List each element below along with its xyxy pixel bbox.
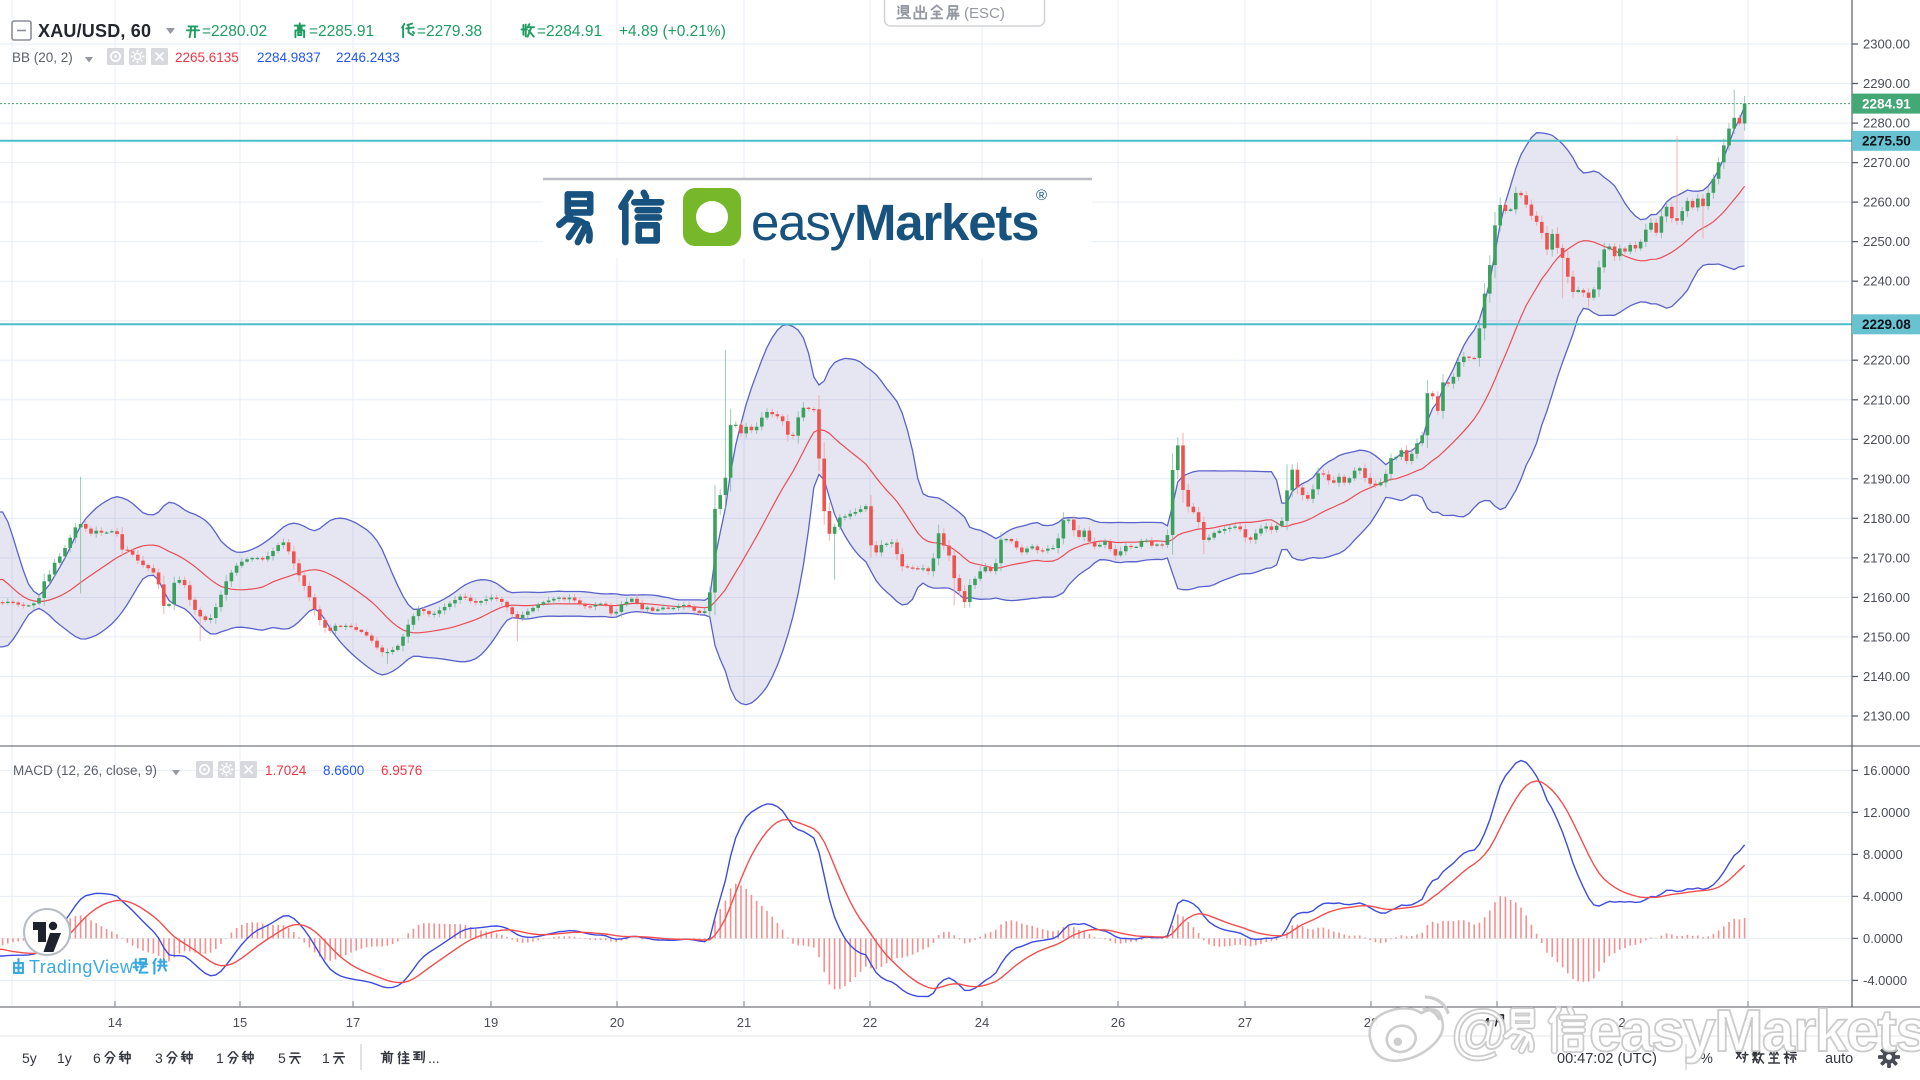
svg-text:12.0000: 12.0000 [1863,805,1910,820]
svg-text:®: ® [1036,187,1047,204]
svg-text:2275.50: 2275.50 [1862,134,1911,149]
svg-text:3: 3 [1744,1015,1751,1030]
svg-text:2190.00: 2190.00 [1863,471,1910,486]
svg-text:1: 1 [216,1050,224,1066]
svg-text:=2279.38: =2279.38 [417,23,482,40]
svg-text:1.7024: 1.7024 [265,763,307,778]
svg-text:2180.00: 2180.00 [1863,511,1910,526]
svg-text:+4.89 (+0.21%): +4.89 (+0.21%) [619,23,726,40]
svg-text:2140.00: 2140.00 [1863,669,1910,684]
svg-text:8.0000: 8.0000 [1863,847,1903,862]
svg-text:2220.00: 2220.00 [1863,353,1910,368]
svg-text:8.6600: 8.6600 [323,763,364,778]
svg-text:6: 6 [93,1050,101,1066]
svg-text:21: 21 [737,1015,751,1030]
svg-text:=2285.91: =2285.91 [309,23,374,40]
svg-text:6.9576: 6.9576 [381,763,422,778]
svg-text:2280.00: 2280.00 [1863,116,1910,131]
svg-text:15: 15 [233,1015,247,1030]
svg-text:...: ... [428,1050,440,1066]
svg-text:4.0000: 4.0000 [1863,889,1903,904]
svg-text:2270.00: 2270.00 [1863,155,1910,170]
svg-text:2210.00: 2210.00 [1863,392,1910,407]
svg-text:0.0000: 0.0000 [1863,931,1903,946]
svg-text:2150.00: 2150.00 [1863,629,1910,644]
svg-text:auto: auto [1825,1051,1853,1067]
svg-text:@: @ [1451,998,1508,1064]
svg-text:2265.6135: 2265.6135 [175,50,239,65]
svg-text:4: 4 [1483,1015,1491,1030]
svg-text:2240.00: 2240.00 [1863,274,1910,289]
svg-text:2290.00: 2290.00 [1863,76,1910,91]
svg-text:1y: 1y [57,1050,72,1066]
svg-text:2130.00: 2130.00 [1863,709,1910,724]
svg-text:26: 26 [1111,1015,1125,1030]
svg-text:BB (20, 2): BB (20, 2) [12,50,73,65]
svg-text:2160.00: 2160.00 [1863,590,1910,605]
svg-text:XAU/USD, 60: XAU/USD, 60 [38,21,151,41]
svg-text:TradingView: TradingView [29,957,134,977]
svg-text:2284.9837: 2284.9837 [257,50,321,65]
svg-text:easyMarkets: easyMarkets [1589,998,1920,1064]
svg-text:5y: 5y [22,1050,37,1066]
svg-text:MACD (12, 26, close, 9): MACD (12, 26, close, 9) [13,763,157,778]
svg-text:2246.2433: 2246.2433 [336,50,400,65]
svg-text:=2280.02: =2280.02 [202,23,267,40]
svg-text:2229.08: 2229.08 [1862,317,1911,332]
svg-text:2250.00: 2250.00 [1863,234,1910,249]
svg-text:(ESC): (ESC) [964,5,1005,22]
svg-text:2284.91: 2284.91 [1862,96,1911,111]
svg-text:27: 27 [1238,1015,1252,1030]
svg-text:14: 14 [108,1015,122,1030]
svg-text:2170.00: 2170.00 [1863,550,1910,565]
svg-text:2300.00: 2300.00 [1863,37,1910,52]
svg-text:1: 1 [322,1050,330,1066]
svg-text:2: 2 [1618,1015,1625,1030]
svg-text:16.0000: 16.0000 [1863,763,1910,778]
svg-text:=2284.91: =2284.91 [537,23,602,40]
svg-text:5: 5 [278,1050,286,1066]
svg-text:20: 20 [610,1015,624,1030]
svg-text:%: % [1700,1051,1713,1067]
svg-text:easyMarkets: easyMarkets [751,194,1038,251]
svg-text:17: 17 [346,1015,360,1030]
svg-text:2200.00: 2200.00 [1863,432,1910,447]
svg-text:22: 22 [863,1015,877,1030]
svg-text:2260.00: 2260.00 [1863,195,1910,210]
svg-text:00:47:02 (UTC): 00:47:02 (UTC) [1557,1051,1657,1067]
svg-text:-4.0000: -4.0000 [1863,973,1907,988]
svg-text:3: 3 [155,1050,163,1066]
svg-text:24: 24 [975,1015,989,1030]
svg-text:19: 19 [484,1015,498,1030]
